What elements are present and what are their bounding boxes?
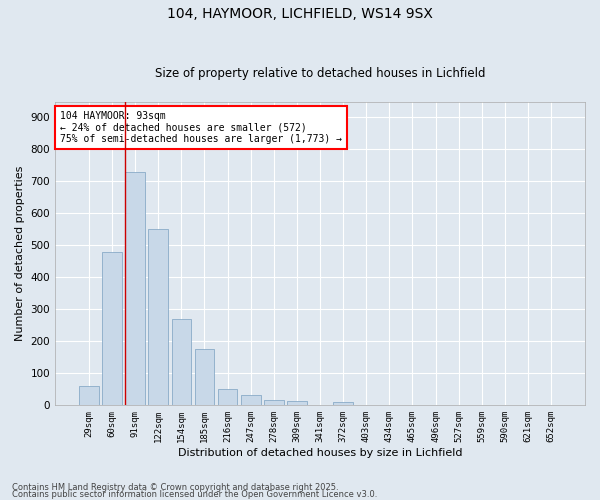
Text: 104 HAYMOOR: 93sqm
← 24% of detached houses are smaller (572)
75% of semi-detach: 104 HAYMOOR: 93sqm ← 24% of detached hou… xyxy=(61,110,343,144)
Bar xyxy=(172,318,191,405)
Bar xyxy=(218,389,238,405)
Title: Size of property relative to detached houses in Lichfield: Size of property relative to detached ho… xyxy=(155,66,485,80)
Bar xyxy=(125,172,145,405)
Bar xyxy=(334,402,353,405)
X-axis label: Distribution of detached houses by size in Lichfield: Distribution of detached houses by size … xyxy=(178,448,462,458)
Bar xyxy=(79,386,99,405)
Bar xyxy=(194,349,214,405)
Y-axis label: Number of detached properties: Number of detached properties xyxy=(15,166,25,341)
Bar xyxy=(241,396,260,405)
Bar xyxy=(264,400,284,405)
Bar xyxy=(102,252,122,405)
Bar xyxy=(148,229,168,405)
Bar xyxy=(287,401,307,405)
Text: Contains HM Land Registry data © Crown copyright and database right 2025.: Contains HM Land Registry data © Crown c… xyxy=(12,484,338,492)
Text: Contains public sector information licensed under the Open Government Licence v3: Contains public sector information licen… xyxy=(12,490,377,499)
Text: 104, HAYMOOR, LICHFIELD, WS14 9SX: 104, HAYMOOR, LICHFIELD, WS14 9SX xyxy=(167,8,433,22)
